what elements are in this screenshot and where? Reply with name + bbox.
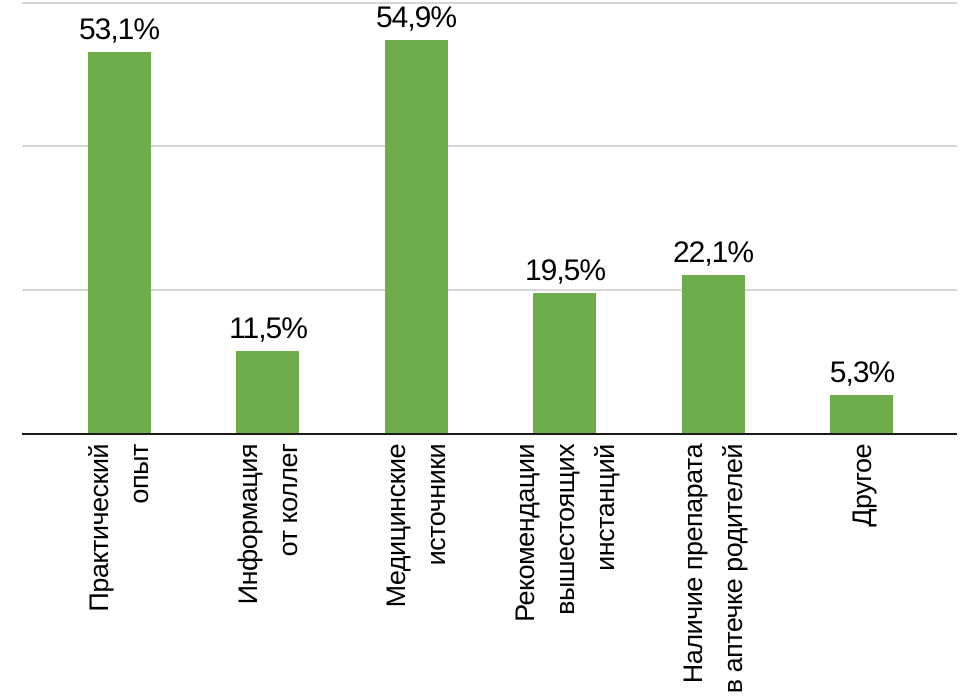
x-axis-category-label: Наличие препарата в аптечке родителей <box>678 444 748 694</box>
bar <box>682 275 745 433</box>
x-axis-category-label: Другое <box>847 444 877 527</box>
x-axis-category-label: Медицинские источники <box>381 444 451 608</box>
x-axis-category-label: Практический опыт <box>84 444 154 612</box>
x-axis-category-label: Информация от коллег <box>233 444 303 605</box>
bar <box>830 395 893 433</box>
bar <box>88 52 151 433</box>
gridline-40 <box>22 145 957 148</box>
bar-value-label: 53,1% <box>78 13 160 46</box>
bar <box>236 351 299 433</box>
x-axis-line <box>22 433 957 435</box>
bar-value-label: 5,3% <box>829 356 895 389</box>
gridline-60 <box>22 2 957 4</box>
bar-value-label: 22,1% <box>672 236 754 269</box>
bar <box>385 40 448 433</box>
gridline-20 <box>22 288 957 291</box>
bar-value-label: 11,5% <box>229 312 308 345</box>
x-axis-category-label: Рекомендации вышестоящих инстанций <box>510 444 620 622</box>
bar-value-label: 54,9% <box>375 1 457 34</box>
bar-value-label: 19,5% <box>524 254 606 287</box>
bar <box>533 293 596 433</box>
